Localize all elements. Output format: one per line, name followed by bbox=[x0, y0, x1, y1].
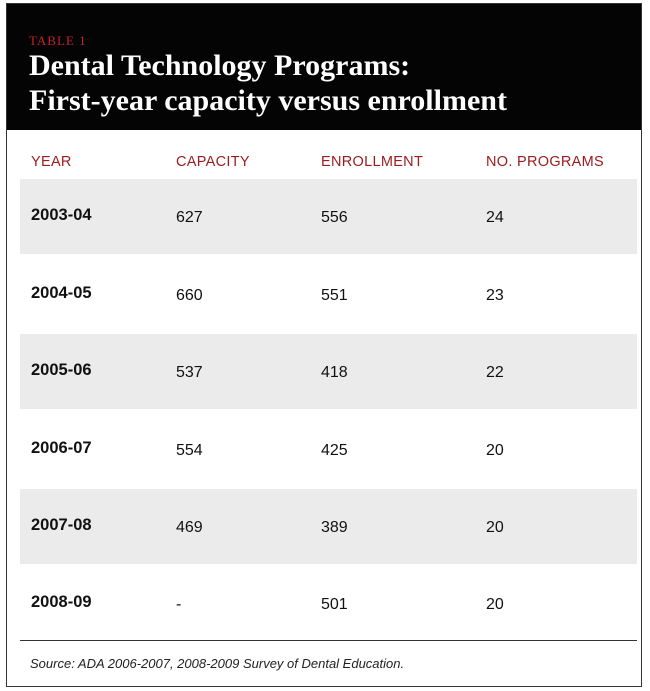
cell-enrollment: 556 bbox=[321, 209, 348, 226]
table-header-banner: TABLE 1 Dental Technology Programs: Firs… bbox=[7, 4, 641, 130]
table-title-line-2: First-year capacity versus enrollment bbox=[29, 84, 507, 117]
table-row: 2008-09 - 501 20 bbox=[20, 566, 637, 641]
cell-capacity: 554 bbox=[176, 442, 203, 459]
table-frame: TABLE 1 Dental Technology Programs: Firs… bbox=[6, 3, 642, 687]
cell-year: 2007-08 bbox=[31, 516, 92, 534]
table-row: 2006-07 554 425 20 bbox=[20, 412, 637, 487]
table-row: 2007-08 469 389 20 bbox=[20, 489, 637, 564]
column-header-enrollment: ENROLLMENT bbox=[321, 154, 424, 170]
cell-capacity: 660 bbox=[176, 287, 203, 304]
column-header-programs: NO. PROGRAMS bbox=[486, 154, 604, 170]
cell-enrollment: 425 bbox=[321, 442, 348, 459]
cell-programs: 24 bbox=[486, 209, 504, 226]
cell-capacity: 627 bbox=[176, 209, 203, 226]
cell-programs: 20 bbox=[486, 596, 504, 613]
source-note: Source: ADA 2006-2007, 2008-2009 Survey … bbox=[30, 656, 405, 671]
table-row: 2005-06 537 418 22 bbox=[20, 334, 637, 409]
column-header-capacity: CAPACITY bbox=[176, 154, 250, 170]
cell-programs: 20 bbox=[486, 442, 504, 459]
cell-year: 2006-07 bbox=[31, 439, 92, 457]
table-title: Dental Technology Programs: First-year c… bbox=[29, 48, 629, 118]
cell-capacity: - bbox=[176, 596, 182, 613]
cell-capacity: 537 bbox=[176, 364, 203, 381]
column-header-year: YEAR bbox=[31, 154, 72, 170]
cell-year: 2005-06 bbox=[31, 361, 92, 379]
cell-enrollment: 551 bbox=[321, 287, 348, 304]
footer-divider bbox=[20, 640, 637, 641]
cell-enrollment: 418 bbox=[321, 364, 348, 381]
cell-year: 2004-05 bbox=[31, 284, 92, 302]
cell-programs: 23 bbox=[486, 287, 504, 304]
table-number-label: TABLE 1 bbox=[29, 33, 87, 48]
cell-capacity: 469 bbox=[176, 519, 203, 536]
table-title-line-1: Dental Technology Programs: bbox=[29, 49, 411, 82]
cell-enrollment: 501 bbox=[321, 596, 348, 613]
table-row: 2003-04 627 556 24 bbox=[20, 179, 637, 254]
table-row: 2004-05 660 551 23 bbox=[20, 257, 637, 332]
cell-year: 2003-04 bbox=[31, 206, 92, 224]
cell-programs: 20 bbox=[486, 519, 504, 536]
cell-programs: 22 bbox=[486, 364, 504, 381]
cell-enrollment: 389 bbox=[321, 519, 348, 536]
cell-year: 2008-09 bbox=[31, 593, 92, 611]
